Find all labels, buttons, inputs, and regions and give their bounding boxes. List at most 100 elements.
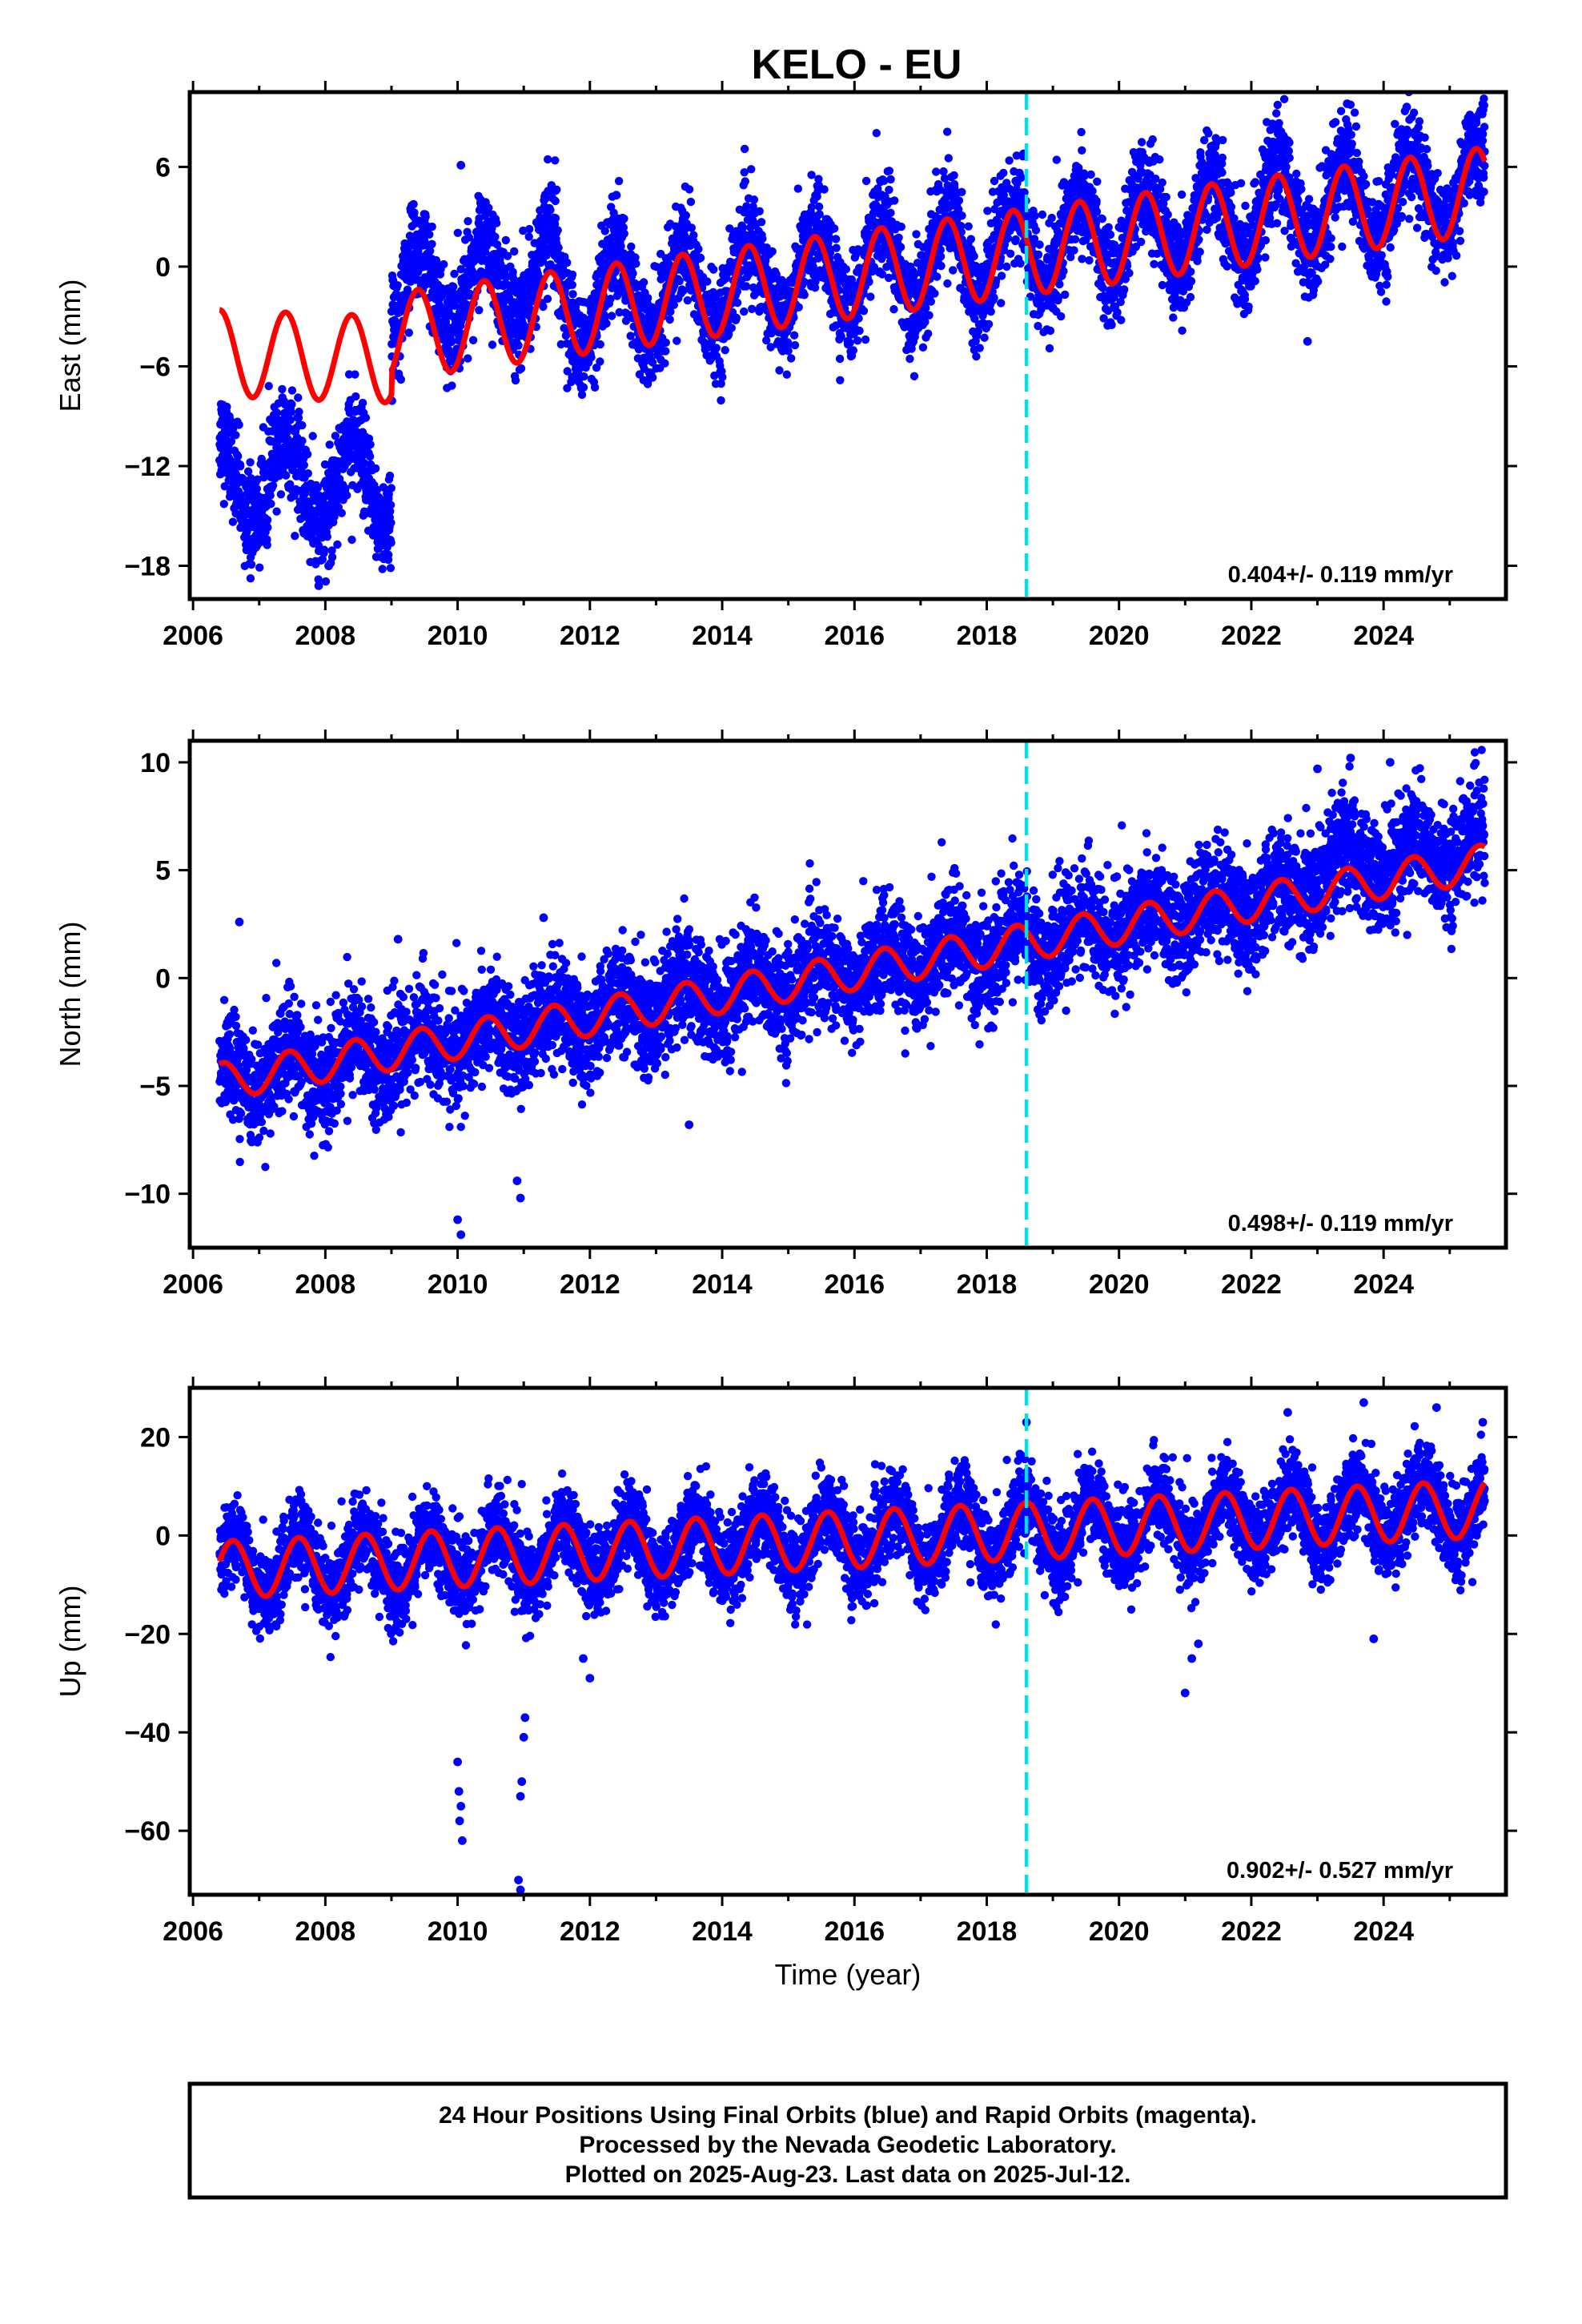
data-point: [886, 175, 895, 184]
data-point: [543, 295, 552, 304]
data-point: [614, 176, 624, 186]
data-point: [360, 509, 369, 519]
data-point: [263, 541, 271, 549]
data-point: [845, 338, 854, 348]
data-point: [627, 242, 636, 251]
data-point: [544, 155, 552, 164]
data-point: [793, 184, 802, 193]
data-point: [464, 217, 472, 226]
data-point: [554, 243, 563, 252]
data-point: [872, 129, 881, 138]
data-point: [1107, 320, 1116, 329]
data-point: [686, 197, 696, 207]
data-point: [511, 376, 520, 385]
data-point: [1186, 277, 1196, 286]
data-point: [325, 440, 334, 449]
data-point: [386, 507, 395, 516]
data-point: [740, 144, 749, 154]
data-point: [1086, 170, 1095, 179]
data-point: [975, 344, 984, 352]
data-point: [385, 471, 395, 480]
data-point: [866, 292, 875, 301]
data-point: [1003, 234, 1013, 243]
data-point: [596, 357, 604, 366]
data-point: [263, 516, 272, 525]
data-point: [783, 338, 793, 347]
data-point: [387, 518, 396, 527]
data-point: [276, 490, 286, 499]
data-point: [949, 266, 958, 275]
data-point: [861, 335, 870, 344]
data-point: [590, 383, 600, 392]
data-point: [252, 485, 261, 493]
data-point: [1162, 192, 1170, 202]
data-point: [1034, 250, 1043, 259]
data-point: [849, 346, 858, 355]
data-point: [683, 296, 693, 305]
data-point: [703, 277, 712, 286]
data-point: [1098, 215, 1107, 223]
data-point: [835, 354, 845, 364]
data-point: [687, 223, 696, 232]
data-point: [1158, 178, 1166, 187]
data-point: [1070, 235, 1080, 243]
data-point: [428, 222, 436, 231]
data-point: [894, 233, 903, 242]
data-point: [620, 214, 628, 223]
data-point: [661, 359, 669, 368]
data-point: [379, 483, 388, 492]
east-panel-plot-area: [215, 92, 1489, 599]
data-point: [1077, 127, 1086, 137]
data-point: [1078, 255, 1086, 263]
data-point: [539, 302, 548, 312]
data-point: [718, 372, 727, 382]
data-point: [294, 393, 303, 402]
data-point: [410, 208, 419, 217]
data-point: [387, 484, 396, 493]
data-point: [468, 336, 478, 344]
data-point: [944, 154, 954, 163]
data-point: [930, 289, 939, 298]
data-point: [954, 196, 964, 205]
data-point: [648, 373, 657, 382]
data-point: [897, 223, 906, 231]
data-point: [905, 354, 914, 364]
data-point: [997, 271, 1006, 280]
data-point: [246, 574, 255, 583]
data-point: [924, 329, 933, 338]
data-point: [918, 343, 928, 352]
data-point: [421, 212, 430, 221]
data-point: [755, 207, 764, 215]
data-point: [775, 366, 784, 375]
data-point: [264, 381, 273, 391]
data-point: [1186, 267, 1195, 276]
data-point: [990, 293, 998, 302]
data-point: [854, 314, 863, 323]
data-point: [784, 347, 793, 356]
data-point: [741, 177, 749, 186]
data-point: [1070, 246, 1078, 255]
data-point: [546, 206, 555, 215]
data-point: [709, 265, 718, 274]
data-point: [853, 336, 862, 345]
data-point: [568, 290, 577, 299]
data-point: [831, 235, 841, 243]
data-point: [1057, 312, 1066, 321]
data-point: [921, 304, 930, 312]
data-point: [829, 224, 839, 233]
data-point: [865, 277, 873, 287]
data-point: [1169, 313, 1178, 322]
data-point: [448, 381, 456, 390]
data-point: [733, 298, 742, 308]
data-point: [491, 232, 500, 241]
data-point: [820, 185, 829, 194]
data-point: [1030, 211, 1039, 220]
data-point: [327, 553, 337, 561]
data-point: [983, 207, 992, 215]
data-point: [236, 462, 245, 471]
data-point: [299, 460, 308, 469]
data-point: [721, 346, 729, 355]
data-point: [365, 452, 375, 461]
data-point: [253, 475, 262, 484]
data-point: [552, 185, 561, 194]
